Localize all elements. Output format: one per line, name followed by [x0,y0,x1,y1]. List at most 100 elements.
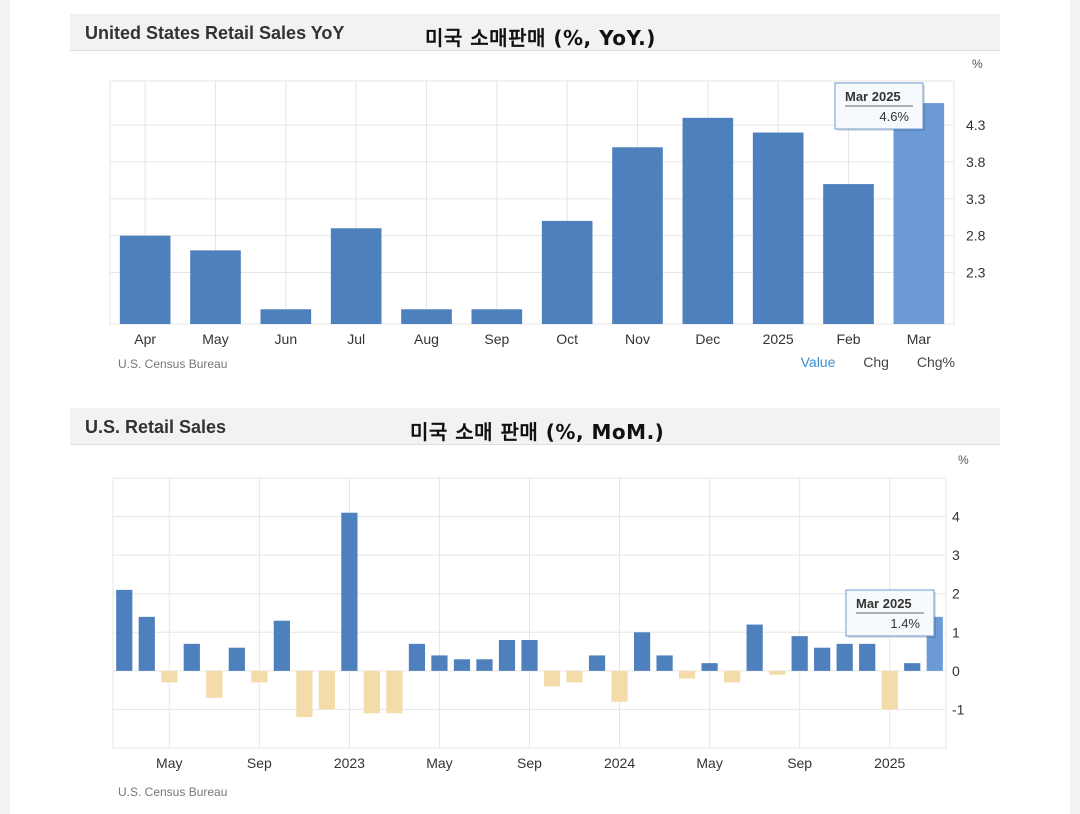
bar[interactable] [521,640,538,671]
bar[interactable] [682,117,734,325]
bar[interactable] [746,624,763,671]
page: United States Retail Sales YoY 미국 소매판매 (… [10,0,1070,814]
bar[interactable] [881,670,898,710]
x-tick-label: Dec [695,331,720,347]
bar[interactable] [836,643,853,671]
x-tick-label: May [696,755,722,771]
panel-title: U.S. Retail Sales [85,417,227,437]
bar[interactable] [330,228,382,324]
tab-value[interactable]: Value [800,354,836,370]
x-tick-label: May [426,755,452,771]
retail-sales-yoy-panel: United States Retail Sales YoY 미국 소매판매 (… [70,14,1000,384]
y-tick-label: 3 [952,547,960,563]
bar[interactable] [296,670,313,718]
bar[interactable] [453,659,471,671]
x-tick-label: Sep [247,755,272,771]
tooltip-value: 4.6% [879,109,909,124]
y-tick-label: 1 [952,624,960,640]
bar[interactable] [656,655,673,671]
bar[interactable] [724,670,741,683]
bar[interactable] [471,309,523,324]
bar[interactable] [190,250,241,324]
panel-header: U.S. Retail Sales 미국 소매 판매 (%, MoM.) [70,408,1000,445]
tab-chg[interactable]: Chg [863,354,889,370]
bar[interactable] [476,659,493,671]
source-label: U.S. Census Bureau [118,357,228,371]
view-tabs: Value Chg Chg% [777,354,955,370]
tooltip-period: Mar 2025 [856,596,912,611]
bar[interactable] [116,589,133,671]
bar[interactable] [814,647,831,671]
x-tick-label: Jul [347,331,365,347]
retail-sales-mom-panel: U.S. Retail Sales 미국 소매 판매 (%, MoM.) -1 0… [70,408,1000,808]
x-tick-label: Mar [907,331,931,347]
y-tick-label: 0 [952,663,960,679]
x-tick-label: Sep [517,755,542,771]
bar[interactable] [138,616,155,671]
bar[interactable] [611,670,628,702]
bar[interactable] [386,670,403,714]
bar[interactable] [251,670,268,683]
panel-korean-subtitle: 미국 소매판매 (%, YoY.) [425,26,656,50]
y-tick-label: 4.3 [966,117,986,133]
panel-korean-subtitle: 미국 소매 판매 (%, MoM.) [410,420,665,444]
bar[interactable] [363,670,381,714]
bar[interactable] [769,670,786,675]
bar[interactable] [791,636,808,671]
y-unit-label: % [972,57,983,71]
y-unit-label: % [958,453,969,467]
x-tick-label: Oct [556,331,578,347]
tooltip-period: Mar 2025 [845,89,901,104]
bar[interactable] [318,670,335,710]
bar[interactable] [566,670,583,683]
y-tick-label: 2 [952,586,960,602]
yoy-bar-chart[interactable]: 2.3 2.8 3.3 3.8 4.3% Apr May Jun Jul Aug Sep Oct Nov… [70,50,1000,350]
y-tick-label: 2.3 [966,264,986,280]
bar[interactable] [273,620,290,671]
bar[interactable] [206,670,223,698]
bar[interactable] [859,643,876,671]
x-tick-label: 2025 [763,331,794,347]
bar[interactable] [752,132,804,324]
x-tick-label: Sep [787,755,812,771]
bar[interactable] [543,670,561,687]
source-label: U.S. Census Bureau [118,785,228,799]
bar[interactable] [431,655,448,671]
y-tick-label: 2.8 [966,228,986,244]
plot-area [109,80,955,325]
bar[interactable] [588,655,606,671]
bar[interactable] [612,147,663,324]
bar[interactable] [904,663,921,671]
bar[interactable] [341,512,358,671]
x-tick-label: Feb [836,331,860,347]
bar[interactable] [408,643,426,671]
bar[interactable] [228,647,245,671]
bar[interactable] [401,309,452,324]
mom-bar-chart[interactable]: -1 0 1 2 3 4% May Sep 2023 May Sep 2024 May Sep 2025 Ma… [70,444,1000,774]
bar[interactable] [893,103,945,324]
x-tick-label: Aug [414,331,439,347]
bar[interactable] [678,670,696,679]
bar[interactable] [183,643,200,671]
x-tick-label: May [202,331,228,347]
x-tick-label: Apr [134,331,156,347]
x-tick-label: Sep [484,331,509,347]
tooltip-value: 1.4% [890,616,920,631]
y-tick-label: -1 [952,701,965,717]
tab-chg-percent[interactable]: Chg% [916,354,955,370]
x-tick-label: 2023 [334,755,365,771]
panel-title: United States Retail Sales YoY [85,23,345,43]
x-tick-label: 2025 [874,755,905,771]
x-tick-label: May [156,755,182,771]
bar[interactable] [541,220,593,324]
bar[interactable] [633,632,651,671]
panel-header: United States Retail Sales YoY 미국 소매판매 (… [70,14,1000,51]
bar[interactable] [701,663,718,671]
y-tick-label: 3.8 [966,154,986,170]
x-tick-label: Jun [275,331,298,347]
bar[interactable] [119,235,171,324]
bar[interactable] [823,184,874,324]
bar[interactable] [498,640,516,671]
bar[interactable] [161,670,178,683]
bar[interactable] [260,309,312,324]
